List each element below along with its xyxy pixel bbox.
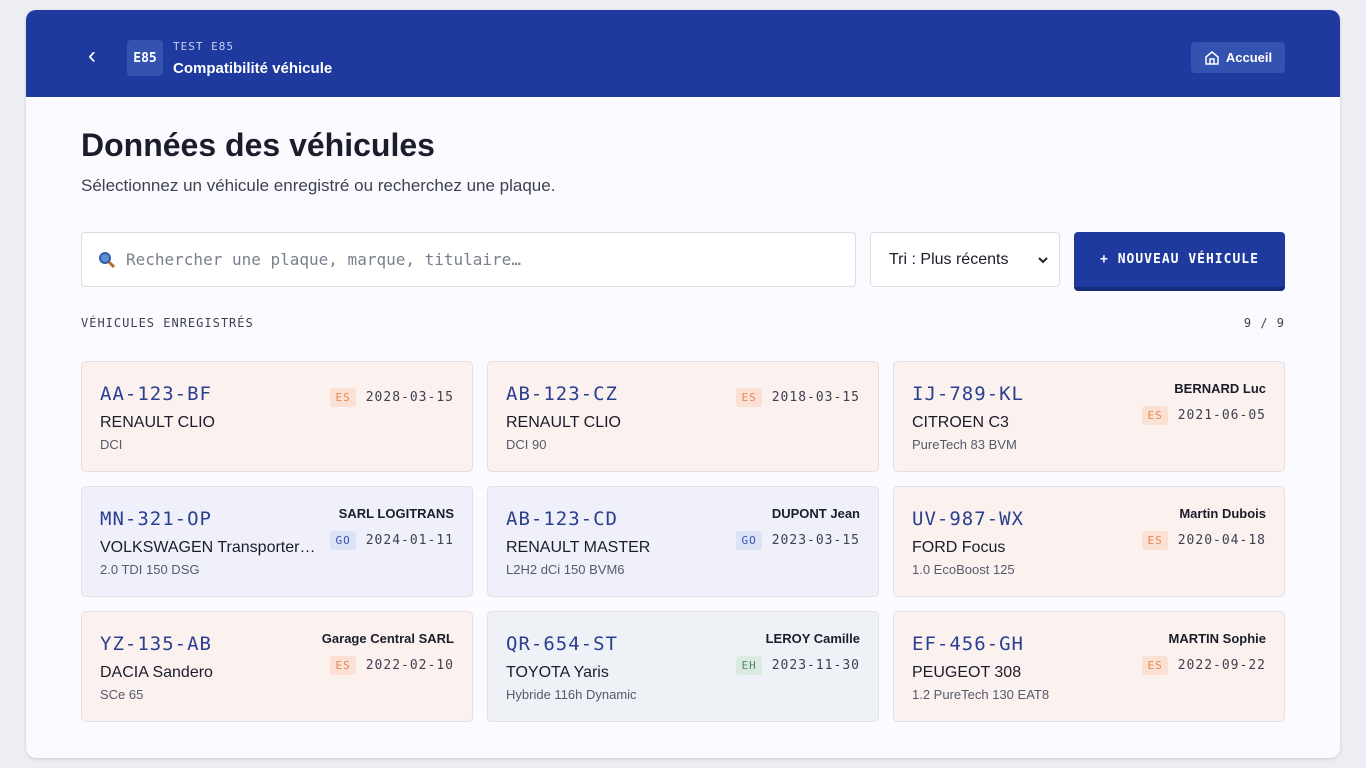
plate: AB-123-CZ — [506, 383, 618, 405]
variant: 2.0 TDI 150 DSG — [100, 562, 200, 577]
variant: Hybride 116h Dynamic — [506, 687, 637, 702]
vehicle-card[interactable]: MN-321-OP SARL LOGITRANS GO 2024-01-11 VOLKS… — [81, 486, 473, 597]
plate: AB-123-CD — [506, 508, 618, 530]
vehicle-card[interactable]: AA-123-BF ES 2028-03-15 RENAULT CLIO DCI — [81, 361, 473, 472]
app-badge: E85 — [127, 40, 163, 76]
fuel-date: ES 2022-02-10 — [330, 656, 454, 675]
owner: LEROY Camille — [765, 631, 860, 646]
model: TOYOTA Yaris — [506, 664, 609, 681]
date: 2023-11-30 — [771, 658, 860, 673]
model: FORD Focus — [912, 539, 1006, 556]
owner: DUPONT Jean — [771, 506, 860, 521]
plate: MN-321-OP — [100, 508, 212, 530]
search-placeholder: Rechercher une plaque, marque, titulaire… — [126, 250, 521, 269]
home-label: Accueil — [1225, 50, 1273, 65]
home-button[interactable]: Accueil — [1191, 42, 1285, 73]
owner: MARTIN Sophie — [1168, 631, 1267, 646]
date: 2020-04-18 — [1177, 533, 1266, 548]
back-button[interactable]: ‹ — [88, 42, 96, 69]
variant: DCI — [100, 437, 123, 452]
variant: 1.0 EcoBoost 125 — [912, 562, 1015, 577]
fuel-badge: ES — [736, 388, 762, 407]
vehicle-card[interactable]: IJ-789-KL BERNARD Luc ES 2021-06-05 CITROEN … — [893, 361, 1285, 472]
panel: ‹ E85 TEST E85 Compatibilité véhicule Ac… — [26, 10, 1340, 758]
fuel-date: GO 2023-03-15 — [736, 531, 860, 550]
model: CITROEN C3 — [912, 414, 1009, 431]
date: 2024-01-11 — [365, 533, 454, 548]
fuel-badge: ES — [330, 656, 356, 675]
owner: Garage Central SARL — [321, 631, 454, 646]
vehicle-card[interactable]: QR-654-ST LEROY Camille EH 2023-11-30 TOYOTA… — [487, 611, 879, 722]
fuel-date: GO 2024-01-11 — [330, 531, 454, 550]
fuel-date: EH 2023-11-30 — [736, 656, 860, 675]
variant: SCe 65 — [100, 687, 144, 702]
date: 2018-03-15 — [771, 390, 860, 405]
date: 2022-02-10 — [365, 658, 454, 673]
page-title: Données des véhicules — [81, 127, 435, 163]
date: 2022-09-22 — [1177, 658, 1266, 673]
kicker: TEST E85 — [173, 40, 234, 53]
fuel-badge: ES — [1142, 656, 1168, 675]
section-label: VÉHICULES ENREGISTRÉS — [81, 316, 254, 330]
fuel-badge: ES — [1142, 531, 1168, 550]
model: RENAULT MASTER — [506, 539, 651, 556]
fuel-badge: EH — [736, 656, 762, 675]
vehicle-card[interactable]: YZ-135-AB Garage Central SARL ES 2022-02-10… — [81, 611, 473, 722]
search-box[interactable]: Rechercher une plaque, marque, titulaire… — [81, 232, 856, 287]
vehicle-card[interactable]: EF-456-GH MARTIN Sophie ES 2022-09-22 PEUGEO… — [893, 611, 1285, 722]
fuel-badge: GO — [330, 531, 356, 550]
owner: SARL LOGITRANS — [338, 506, 454, 521]
date: 2023-03-15 — [771, 533, 860, 548]
fuel-date: ES 2021-06-05 — [1142, 406, 1266, 425]
header-title: Compatibilité véhicule — [173, 60, 333, 77]
model: RENAULT CLIO — [506, 414, 621, 431]
fuel-date: ES 2018-03-15 — [736, 388, 860, 407]
fuel-badge: GO — [736, 531, 762, 550]
subtitle: Sélectionnez un véhicule enregistré ou r… — [81, 176, 556, 195]
model: PEUGEOT 308 — [912, 664, 1022, 681]
date: 2028-03-15 — [365, 390, 454, 405]
sort-label: Tri : Plus récents — [889, 250, 1009, 268]
variant: 1.2 PureTech 130 EAT8 — [912, 687, 1050, 702]
count: 9 / 9 — [1243, 316, 1285, 330]
plate: EF-456-GH — [912, 633, 1024, 655]
date: 2021-06-05 — [1177, 408, 1266, 423]
fuel-date: ES 2022-09-22 — [1142, 656, 1266, 675]
new-vehicle-button[interactable]: + NOUVEAU VÉHICULE — [1074, 232, 1285, 291]
variant: L2H2 dCi 150 BVM6 — [506, 562, 625, 577]
fuel-date: ES 2020-04-18 — [1142, 531, 1266, 550]
fuel-date: ES 2028-03-15 — [330, 388, 454, 407]
sort-select[interactable]: Tri : Plus récents — [870, 232, 1060, 287]
model: DACIA Sandero — [100, 664, 213, 681]
variant: PureTech 83 BVM — [912, 437, 1017, 452]
header: ‹ E85 TEST E85 Compatibilité véhicule Ac… — [26, 10, 1340, 97]
plate: AA-123-BF — [100, 383, 212, 405]
fuel-badge: ES — [1142, 406, 1168, 425]
search-icon — [99, 251, 116, 268]
chevron — [1038, 256, 1048, 263]
plate: QR-654-ST — [506, 633, 618, 655]
plate: YZ-135-AB — [100, 633, 212, 655]
vehicle-card[interactable]: AB-123-CZ ES 2018-03-15 RENAULT CLIO DCI 90 — [487, 361, 879, 472]
home-icon — [1205, 50, 1219, 65]
owner: Martin Dubois — [1179, 506, 1266, 521]
vehicle-card[interactable]: AB-123-CD DUPONT Jean GO 2023-03-15 RENAULT … — [487, 486, 879, 597]
variant: DCI 90 — [506, 437, 547, 452]
owner: BERNARD Luc — [1174, 381, 1266, 396]
plate: UV-987-WX — [912, 508, 1024, 530]
model: RENAULT CLIO — [100, 414, 215, 431]
fuel-badge: ES — [330, 388, 356, 407]
vehicle-card[interactable]: UV-987-WX Martin Dubois ES 2020-04-18 FORD F… — [893, 486, 1285, 597]
plate: IJ-789-KL — [912, 383, 1024, 405]
model: VOLKSWAGEN Transporter… — [100, 539, 316, 556]
